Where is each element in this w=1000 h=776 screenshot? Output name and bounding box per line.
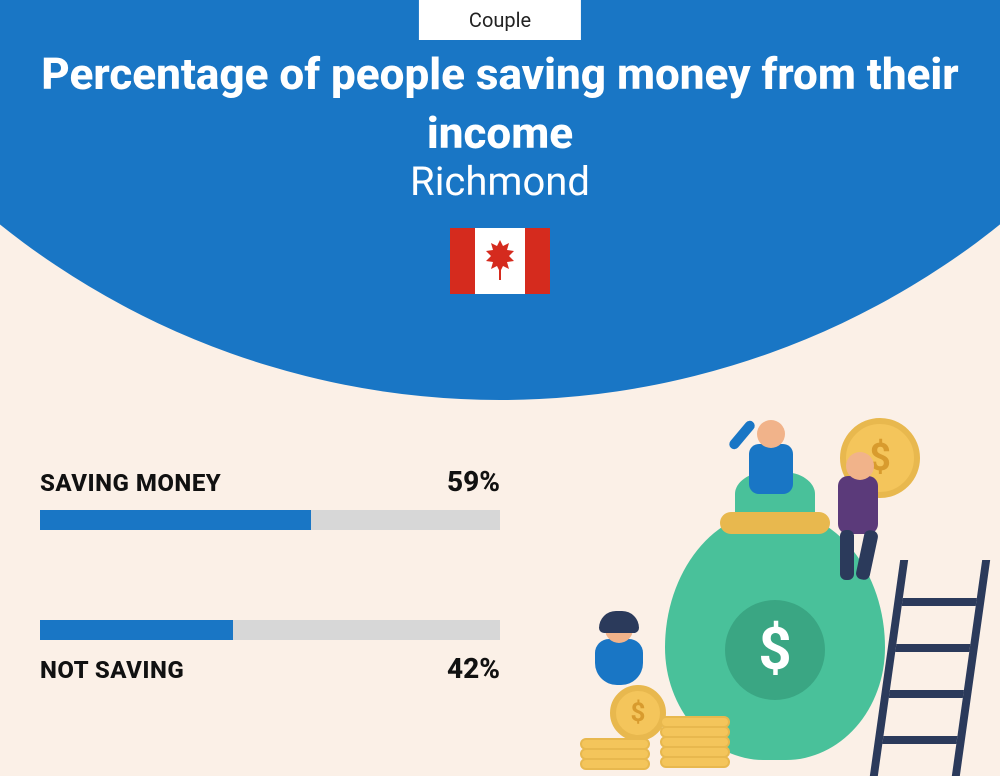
ladder-icon (870, 560, 990, 776)
dollar-sign-icon: $ (725, 600, 825, 700)
bar-track (40, 510, 500, 530)
bar-not-saving: NOT SAVING 42% (40, 620, 500, 685)
bar-label: SAVING MONEY (40, 469, 221, 497)
person-icon (575, 615, 665, 735)
person-icon (830, 452, 930, 582)
coin-stack-icon (580, 740, 650, 770)
bar-fill (40, 620, 233, 640)
coin-stack-icon (660, 718, 730, 768)
canada-flag-icon (450, 228, 550, 294)
person-icon (735, 420, 825, 510)
bar-track (40, 620, 500, 640)
bars-container: SAVING MONEY 59% NOT SAVING 42% (40, 465, 500, 775)
page-title: Percentage of people saving money from t… (0, 45, 1000, 164)
category-tab: Couple (419, 0, 581, 40)
bar-label: NOT SAVING (40, 656, 184, 684)
bar-value: 42% (447, 652, 500, 685)
bar-fill (40, 510, 311, 530)
money-illustration: $ $ $ (570, 440, 1000, 776)
location-name: Richmond (0, 158, 1000, 205)
bar-value: 59% (447, 465, 500, 498)
bar-saving: SAVING MONEY 59% (40, 465, 500, 530)
